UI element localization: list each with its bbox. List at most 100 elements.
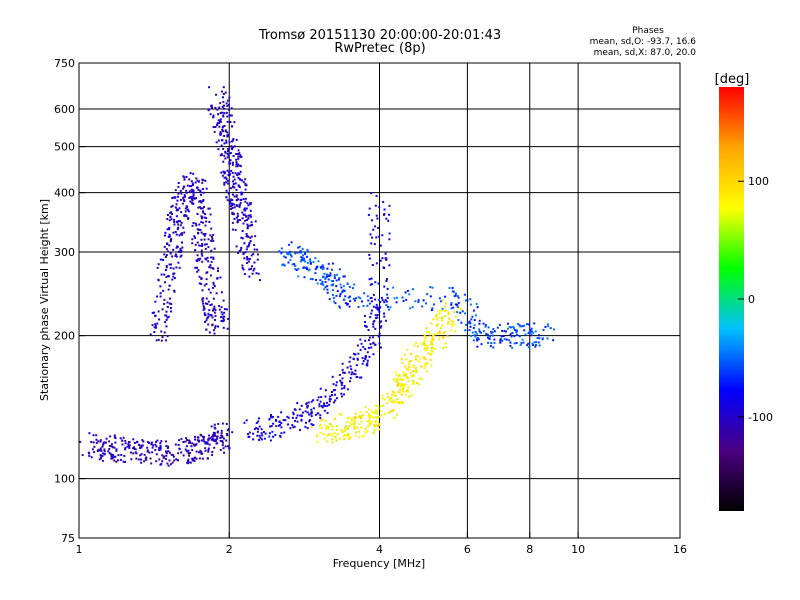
data-point — [206, 256, 209, 259]
data-point — [231, 199, 234, 202]
data-point — [343, 427, 346, 430]
data-point — [346, 417, 349, 420]
data-point — [99, 440, 102, 443]
data-point — [205, 297, 208, 300]
data-point — [190, 185, 193, 188]
data-point — [214, 427, 217, 430]
data-point — [498, 323, 501, 326]
data-point — [300, 259, 303, 262]
data-point — [213, 318, 216, 321]
data-point — [377, 298, 380, 301]
data-point — [332, 389, 335, 392]
data-point — [209, 266, 212, 269]
data-point — [186, 439, 189, 442]
data-point — [222, 316, 225, 319]
data-point — [305, 255, 308, 258]
data-point — [253, 267, 256, 270]
data-point — [180, 254, 183, 257]
data-point — [188, 439, 191, 442]
data-point — [227, 103, 230, 106]
data-point — [423, 367, 426, 370]
data-point — [468, 329, 471, 332]
data-point — [364, 431, 367, 434]
data-point — [432, 334, 435, 337]
data-point — [399, 385, 402, 388]
data-point — [394, 371, 397, 374]
data-point — [316, 399, 319, 402]
data-point — [378, 235, 381, 238]
data-point — [204, 257, 207, 260]
data-point — [398, 375, 401, 378]
data-point — [366, 304, 369, 307]
data-point — [534, 341, 537, 344]
data-point — [472, 339, 475, 342]
data-point — [531, 342, 534, 345]
data-point — [214, 438, 217, 441]
data-point — [333, 300, 336, 303]
data-point — [319, 387, 322, 390]
data-point — [231, 204, 234, 207]
data-point — [226, 432, 229, 435]
data-point — [177, 444, 180, 447]
data-point — [324, 389, 327, 392]
data-point — [231, 206, 234, 209]
data-point — [223, 154, 226, 157]
data-point — [182, 175, 185, 178]
data-point — [307, 401, 310, 404]
data-point — [373, 424, 376, 427]
data-point — [205, 278, 208, 281]
data-point — [300, 414, 303, 417]
data-point — [383, 315, 386, 318]
data-point — [223, 311, 226, 314]
data-point — [480, 343, 483, 346]
data-point — [222, 147, 225, 150]
data-point — [223, 176, 226, 179]
data-point — [325, 273, 328, 276]
data-point — [287, 423, 290, 426]
data-point — [158, 458, 161, 461]
data-point — [517, 322, 520, 325]
data-point — [372, 412, 375, 415]
data-point — [256, 253, 259, 256]
data-point — [248, 435, 251, 438]
data-point — [163, 253, 166, 256]
data-point — [226, 156, 229, 159]
data-point — [394, 401, 397, 404]
data-point — [338, 305, 341, 308]
data-point — [407, 363, 410, 366]
data-point — [157, 263, 160, 266]
data-point — [339, 306, 342, 309]
data-point — [278, 250, 281, 253]
data-point — [419, 357, 422, 360]
data-point — [353, 427, 356, 430]
data-point — [331, 262, 334, 265]
data-point — [319, 431, 322, 434]
data-point — [331, 425, 334, 428]
data-point — [314, 413, 317, 416]
data-point — [212, 297, 215, 300]
data-point — [140, 446, 143, 449]
data-point — [379, 244, 382, 247]
data-point — [367, 213, 370, 216]
data-point — [518, 324, 521, 327]
data-point — [442, 309, 445, 312]
data-point — [244, 200, 247, 203]
data-point — [207, 207, 210, 210]
data-point — [216, 435, 219, 438]
data-point — [185, 215, 188, 218]
data-point — [312, 407, 315, 410]
data-point — [451, 286, 454, 289]
data-point — [333, 274, 336, 277]
data-point — [154, 314, 157, 317]
data-point — [180, 451, 183, 454]
data-point — [347, 296, 350, 299]
data-point — [383, 267, 386, 270]
data-point — [468, 322, 471, 325]
data-point — [180, 192, 183, 195]
data-point — [219, 131, 222, 134]
data-point — [293, 263, 296, 266]
data-point — [376, 217, 379, 220]
data-point — [190, 445, 193, 448]
data-point — [246, 223, 249, 226]
data-point — [374, 225, 377, 228]
